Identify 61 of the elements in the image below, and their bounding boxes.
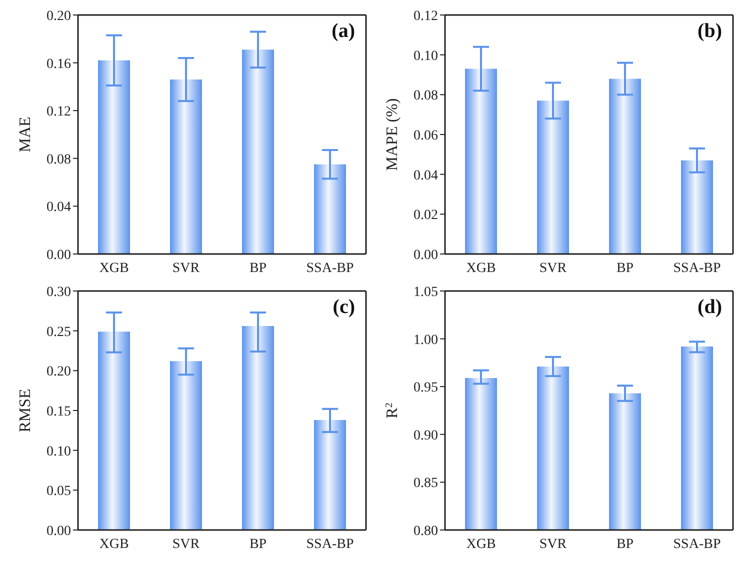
x-tick-label: BP [249, 260, 267, 276]
annotation: (a) [332, 20, 355, 43]
bar [242, 50, 274, 254]
x-tick-label: SVR [172, 260, 200, 276]
y-tick-label: 0.00 [46, 248, 71, 263]
y-tick-label: 0.95 [414, 380, 438, 396]
bar [98, 332, 130, 530]
y-tick-label: 1.00 [414, 332, 438, 348]
y-tick-label: 0.30 [46, 284, 71, 300]
y-tick-label: 0.00 [46, 524, 71, 539]
x-tick-label: XGB [466, 536, 496, 552]
y-tick-label: 0.10 [414, 48, 438, 64]
y-tick-label: 0.15 [46, 404, 71, 420]
x-tick-label: BP [249, 536, 267, 552]
y-tick-label: 0.16 [46, 56, 71, 72]
y-tick-label: 0.25 [46, 324, 71, 340]
bar [98, 60, 130, 254]
x-tick-label: SSA-BP [673, 536, 721, 552]
y-tick-label: 0.04 [46, 200, 71, 216]
x-tick-label: SVR [539, 536, 568, 552]
y-axis-title: MAE [17, 116, 34, 152]
y-tick-label: 0.20 [46, 364, 71, 380]
y-tick-label: 0.00 [414, 248, 438, 263]
y-axis-title: RMSE [17, 388, 34, 432]
x-tick-label: XGB [466, 260, 496, 276]
y-tick-label: 0.08 [46, 152, 71, 168]
x-tick-label: SSA-BP [306, 260, 354, 276]
x-tick-label: SSA-BP [673, 260, 721, 276]
bar [609, 78, 641, 254]
x-tick-label: XGB [99, 536, 129, 552]
x-tick-label: XGB [99, 260, 129, 276]
annotation: (c) [332, 296, 355, 319]
y-tick-label: 0.08 [414, 88, 438, 104]
annotation: (d) [698, 296, 722, 319]
x-tick-label: SVR [172, 536, 200, 552]
y-tick-label: 0.06 [414, 128, 438, 144]
bar [170, 80, 202, 254]
bar [314, 164, 346, 254]
y-tick-label: 1.05 [414, 284, 438, 300]
y-tick-label: 0.12 [414, 8, 438, 24]
y-tick-label: 0.10 [46, 444, 71, 460]
bar [537, 100, 569, 254]
annotation: (b) [698, 20, 722, 43]
bar [465, 68, 497, 254]
y-tick-label: 0.20 [46, 8, 71, 24]
y-axis-title: MAPE (%) [384, 98, 401, 171]
bar [314, 420, 346, 530]
y-tick-label: 0.85 [414, 476, 438, 492]
bar [242, 326, 274, 530]
x-tick-label: SSA-BP [306, 536, 354, 552]
y-tick-label: 0.02 [414, 208, 438, 224]
bar [681, 160, 713, 254]
y-tick-label: 0.12 [46, 104, 71, 120]
x-tick-label: SVR [539, 260, 568, 276]
y-tick-label: 0.05 [46, 484, 71, 500]
bar [170, 361, 202, 530]
y-tick-label: 0.90 [414, 428, 438, 444]
x-tick-label: BP [616, 260, 634, 276]
x-tick-label: BP [616, 536, 634, 552]
y-tick-label: 0.04 [414, 168, 438, 184]
y-tick-label: 0.80 [414, 524, 438, 539]
